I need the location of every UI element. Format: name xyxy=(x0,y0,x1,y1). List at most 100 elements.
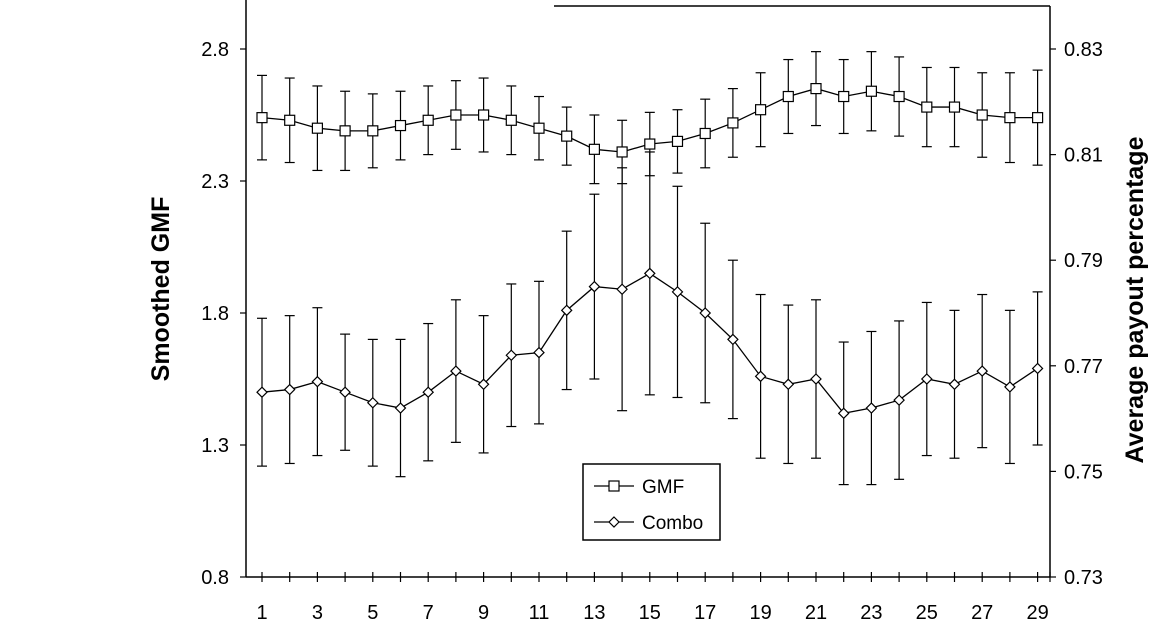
series-layer xyxy=(256,51,1044,486)
combo-point xyxy=(616,283,628,296)
y2-tick-label: 0.83 xyxy=(1064,39,1103,61)
gmf-point xyxy=(671,135,684,147)
x-tick-label: 1 xyxy=(256,602,267,624)
gmf-point xyxy=(284,114,296,126)
y2-tick-label: 0.81 xyxy=(1064,145,1103,167)
legend-combo-label: Combo xyxy=(642,513,703,534)
combo-point xyxy=(754,370,767,383)
gmf-point xyxy=(921,101,933,113)
gmf-point xyxy=(893,90,905,103)
gmf-point xyxy=(838,90,850,103)
combo-point xyxy=(727,333,739,346)
x-tick-label: 9 xyxy=(478,602,489,624)
left-y-axis-ticks: 0.8 1.3 1.8 2.3 2.8 xyxy=(201,39,246,589)
gmf-point xyxy=(727,117,739,129)
x-tick-label: 15 xyxy=(639,602,661,624)
combo-point xyxy=(976,365,989,377)
combo-point xyxy=(1031,362,1044,375)
legend-gmf-marker xyxy=(608,480,620,492)
y2-tick-label: 0.75 xyxy=(1064,461,1103,483)
gmf-point xyxy=(588,143,601,155)
combo-point xyxy=(256,386,268,399)
y-tick-label: 2.8 xyxy=(201,39,229,61)
combo-point xyxy=(837,407,850,420)
gmf-point xyxy=(422,114,434,126)
plot-frame xyxy=(245,0,1051,578)
y-tick-label: 0.8 xyxy=(201,567,229,589)
combo-point xyxy=(505,349,518,362)
gmf-point xyxy=(1031,112,1044,124)
combo-point xyxy=(948,378,961,391)
x-tick-label: 27 xyxy=(971,602,993,624)
combo-point xyxy=(311,375,324,388)
y2-tick-label: 0.79 xyxy=(1064,250,1103,272)
combo-point xyxy=(283,383,296,396)
combo-point xyxy=(533,346,545,359)
gmf-point xyxy=(644,138,656,150)
combo-point xyxy=(588,280,601,293)
gmf-point xyxy=(367,125,379,137)
x-tick-label: 11 xyxy=(529,602,550,624)
gmf-point xyxy=(311,122,323,134)
combo-point xyxy=(920,373,933,385)
combo-series xyxy=(256,151,1044,486)
combo-point xyxy=(1004,381,1016,393)
gmf-point xyxy=(616,146,628,158)
gmf-point xyxy=(754,104,767,116)
combo-point xyxy=(699,307,712,319)
x-tick-label: 19 xyxy=(749,602,771,624)
gmf-point xyxy=(976,109,988,121)
gmf-point xyxy=(505,114,517,126)
x-tick-label: 13 xyxy=(583,602,605,624)
combo-point xyxy=(366,396,379,409)
gmf-point xyxy=(339,125,351,137)
combo-point xyxy=(893,394,905,406)
legend: GMF Combo xyxy=(582,463,721,541)
gmf-point xyxy=(1004,112,1016,124)
combo-point xyxy=(339,386,351,399)
gmf-point xyxy=(810,82,822,95)
x-tick-label: 25 xyxy=(916,602,938,624)
x-tick-label: 23 xyxy=(860,602,882,624)
gmf-point xyxy=(948,101,961,113)
gmf-point xyxy=(533,122,545,134)
x-tick-label: 3 xyxy=(312,602,323,624)
x-tick-label: 5 xyxy=(367,602,378,624)
x-tick-label: 29 xyxy=(1026,602,1048,624)
combo-point xyxy=(671,286,684,298)
y2-tick-label: 0.73 xyxy=(1064,567,1103,589)
x-tick-label: 17 xyxy=(694,602,716,624)
x-axis-ticks: 1 3 5 7 9 11 13 15 17 19 21 23 25 27 29 xyxy=(256,572,1051,624)
y-tick-label: 1.8 xyxy=(201,303,229,325)
y-tick-label: 2.3 xyxy=(201,171,229,193)
gmf-point xyxy=(256,112,268,124)
combo-point xyxy=(643,267,656,280)
combo-point xyxy=(782,378,795,391)
legend-box xyxy=(582,463,721,541)
combo-point xyxy=(865,402,878,414)
x-tick-label: 7 xyxy=(423,602,434,624)
legend-combo-marker xyxy=(608,516,620,528)
combo-point xyxy=(810,373,822,385)
combo-point xyxy=(450,365,462,377)
gmf-point xyxy=(699,127,711,140)
gmf-series xyxy=(256,51,1044,185)
combo-point xyxy=(477,378,490,391)
gmf-point xyxy=(450,109,462,121)
legend-gmf-label: GMF xyxy=(642,477,684,498)
gmf-point xyxy=(782,90,794,103)
y-axis-title: Smoothed GMF xyxy=(147,197,175,382)
combo-point xyxy=(560,304,573,317)
gmf-point xyxy=(478,109,490,121)
y2-axis-title: Average payout percentage xyxy=(1121,136,1149,463)
y-tick-label: 1.3 xyxy=(201,435,229,457)
gmf-point xyxy=(561,130,573,142)
x-tick-label: 21 xyxy=(805,602,827,624)
gmf-point xyxy=(394,119,407,132)
combo-point xyxy=(422,386,435,399)
y2-tick-label: 0.77 xyxy=(1064,356,1103,378)
combo-point xyxy=(394,402,407,414)
gmf-point xyxy=(865,85,878,97)
right-y-axis-ticks: 0.73 0.75 0.77 0.79 0.81 0.83 xyxy=(1050,39,1103,589)
